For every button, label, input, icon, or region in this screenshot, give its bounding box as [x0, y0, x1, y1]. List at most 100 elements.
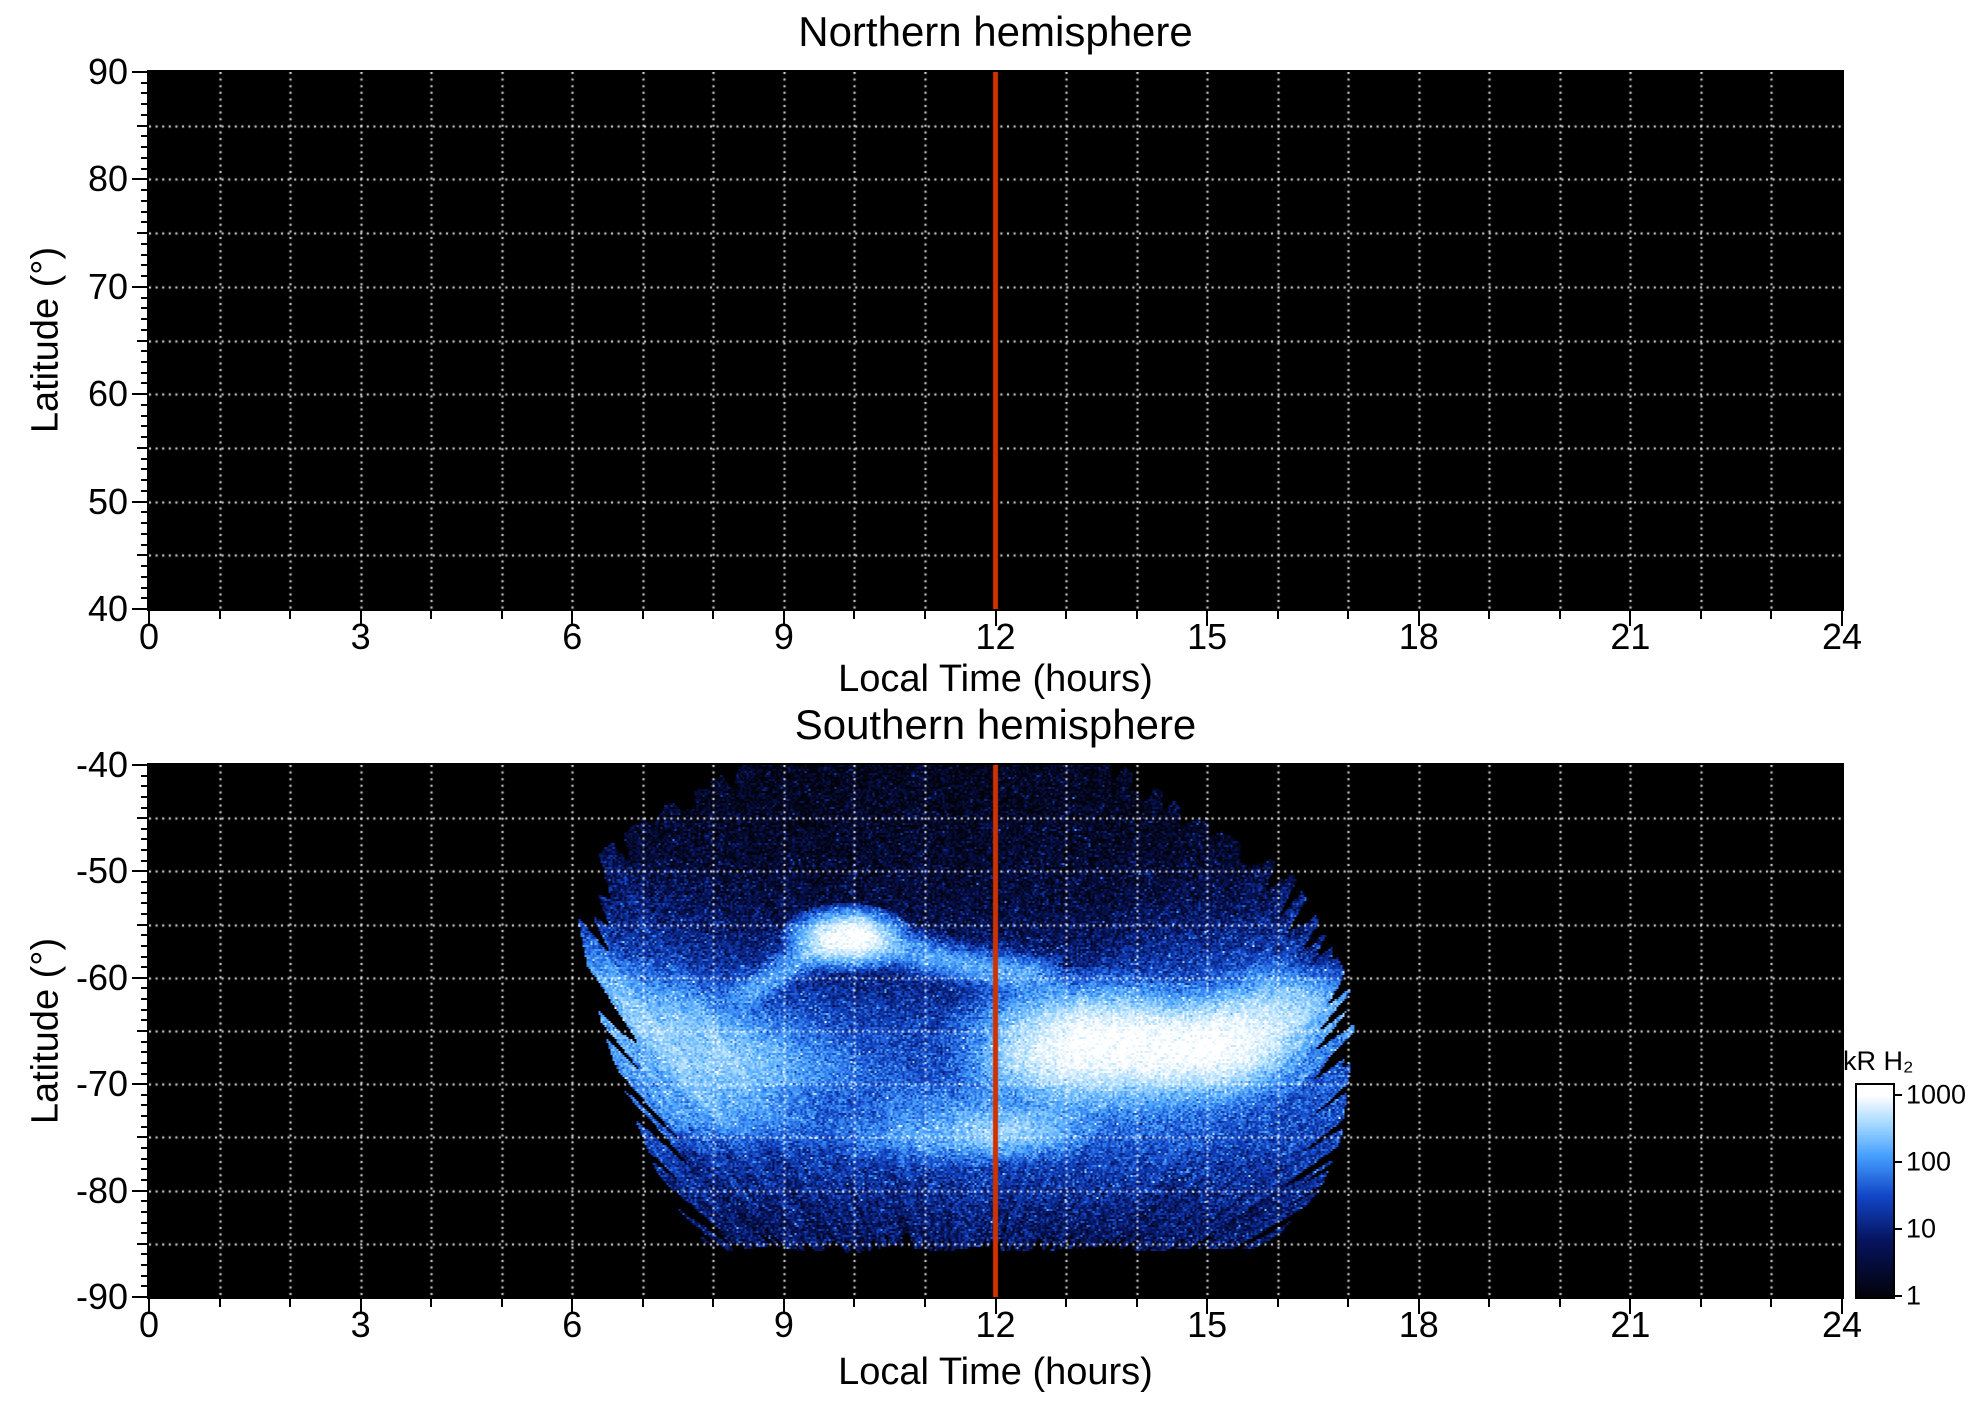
x-tick	[1841, 611, 1843, 626]
x-tick-label: 6	[562, 616, 583, 657]
x-tick	[571, 611, 574, 626]
colorbar-tick	[1895, 1161, 1902, 1163]
x-tick-label: 12	[975, 1304, 1016, 1345]
x-tick-label: 9	[773, 1304, 794, 1345]
x-tick	[1135, 1299, 1138, 1307]
south-y-axis-label: Latitude (°)	[24, 937, 67, 1125]
y-tick	[132, 1296, 147, 1298]
x-tick	[500, 1299, 503, 1307]
y-tick	[132, 870, 147, 873]
x-tick-label: 15	[1187, 616, 1228, 657]
y-tick	[137, 232, 147, 235]
x-tick-label: 24	[1821, 1304, 1863, 1345]
y-tick	[137, 1030, 147, 1032]
colorbar-tick	[1895, 1094, 1902, 1096]
x-tick-label: 3	[350, 1304, 371, 1345]
y-tick	[132, 393, 147, 396]
x-tick-label: 6	[562, 1304, 583, 1345]
colorbar-tick-label: 100	[1906, 1146, 1952, 1177]
x-tick	[782, 611, 785, 626]
y-tick-label: 80	[87, 158, 128, 200]
y-tick-label: -50	[75, 850, 128, 892]
x-tick	[782, 1299, 785, 1314]
x-tick	[994, 1299, 997, 1314]
colorbar-unit-label: kR H₂	[1843, 1046, 1914, 1076]
x-tick-label: 21	[1610, 616, 1651, 657]
north-grid-canvas	[149, 72, 1842, 609]
y-tick-label: 50	[87, 480, 128, 522]
x-tick	[1841, 1299, 1843, 1314]
x-tick	[1629, 611, 1632, 626]
y-tick	[132, 976, 147, 979]
y-tick	[132, 608, 147, 610]
y-tick	[137, 124, 147, 127]
x-tick	[148, 611, 150, 626]
x-tick	[1488, 1299, 1491, 1307]
x-tick	[923, 611, 926, 619]
y-tick	[137, 817, 147, 820]
y-tick	[132, 500, 147, 503]
x-tick	[923, 1299, 926, 1307]
x-tick	[1417, 1299, 1420, 1314]
y-tick-label: -80	[75, 1169, 128, 1211]
x-tick	[359, 1299, 362, 1314]
x-tick-label: 12	[975, 616, 1016, 657]
y-tick-label: -90	[75, 1276, 128, 1317]
colorbar-tick-label: 1	[1906, 1280, 1922, 1311]
x-tick	[641, 1299, 644, 1307]
x-tick-label: 9	[773, 616, 794, 657]
x-tick-label: 21	[1610, 1304, 1651, 1345]
north-x-axis-label: Local Time (hours)	[838, 658, 1153, 700]
x-tick	[1699, 611, 1702, 619]
x-tick	[571, 1299, 574, 1314]
y-tick	[137, 1136, 147, 1139]
x-tick	[1699, 1299, 1702, 1307]
y-tick-label: -40	[75, 744, 128, 785]
north-panel-title: Northern hemisphere	[798, 8, 1193, 55]
colorbar-tick	[1895, 1228, 1902, 1230]
y-tick	[132, 285, 147, 288]
north-y-axis-label: Latitude (°)	[24, 246, 67, 434]
x-tick	[218, 611, 221, 619]
x-tick	[641, 611, 644, 619]
colorbar-gradient-canvas	[1857, 1085, 1893, 1297]
x-tick	[1065, 1299, 1068, 1307]
x-tick	[1135, 611, 1138, 619]
x-tick	[148, 1299, 150, 1314]
x-tick	[218, 1299, 221, 1307]
x-tick	[1629, 1299, 1632, 1314]
x-tick	[1347, 1299, 1350, 1307]
x-tick	[1206, 611, 1209, 626]
south-grid-canvas	[149, 765, 1842, 1297]
y-tick	[137, 446, 147, 449]
south-x-axis-label: Local Time (hours)	[838, 1351, 1153, 1393]
x-tick	[1770, 611, 1773, 619]
x-tick	[712, 1299, 715, 1307]
x-tick	[1558, 611, 1561, 619]
x-tick	[500, 611, 503, 619]
x-tick	[1417, 611, 1420, 626]
y-tick	[137, 339, 147, 342]
colorbar-tick	[1895, 1295, 1902, 1297]
y-tick	[132, 71, 147, 73]
x-tick	[1488, 611, 1491, 619]
x-tick	[1347, 611, 1350, 619]
y-tick	[137, 1242, 147, 1245]
x-tick	[289, 1299, 292, 1307]
x-tick	[1276, 1299, 1279, 1307]
north-plot-area	[147, 70, 1844, 611]
x-tick	[1276, 611, 1279, 619]
x-tick	[430, 1299, 433, 1307]
x-tick	[1558, 1299, 1561, 1307]
y-tick-label: 40	[87, 588, 128, 629]
y-tick	[132, 764, 147, 766]
x-tick-label: 0	[138, 1304, 160, 1345]
x-tick-label: 0	[138, 616, 160, 657]
x-tick	[712, 611, 715, 619]
x-tick-label: 18	[1398, 1304, 1439, 1345]
x-tick	[1065, 611, 1068, 619]
x-tick	[359, 611, 362, 626]
y-tick	[132, 1083, 147, 1086]
x-tick	[1770, 1299, 1773, 1307]
